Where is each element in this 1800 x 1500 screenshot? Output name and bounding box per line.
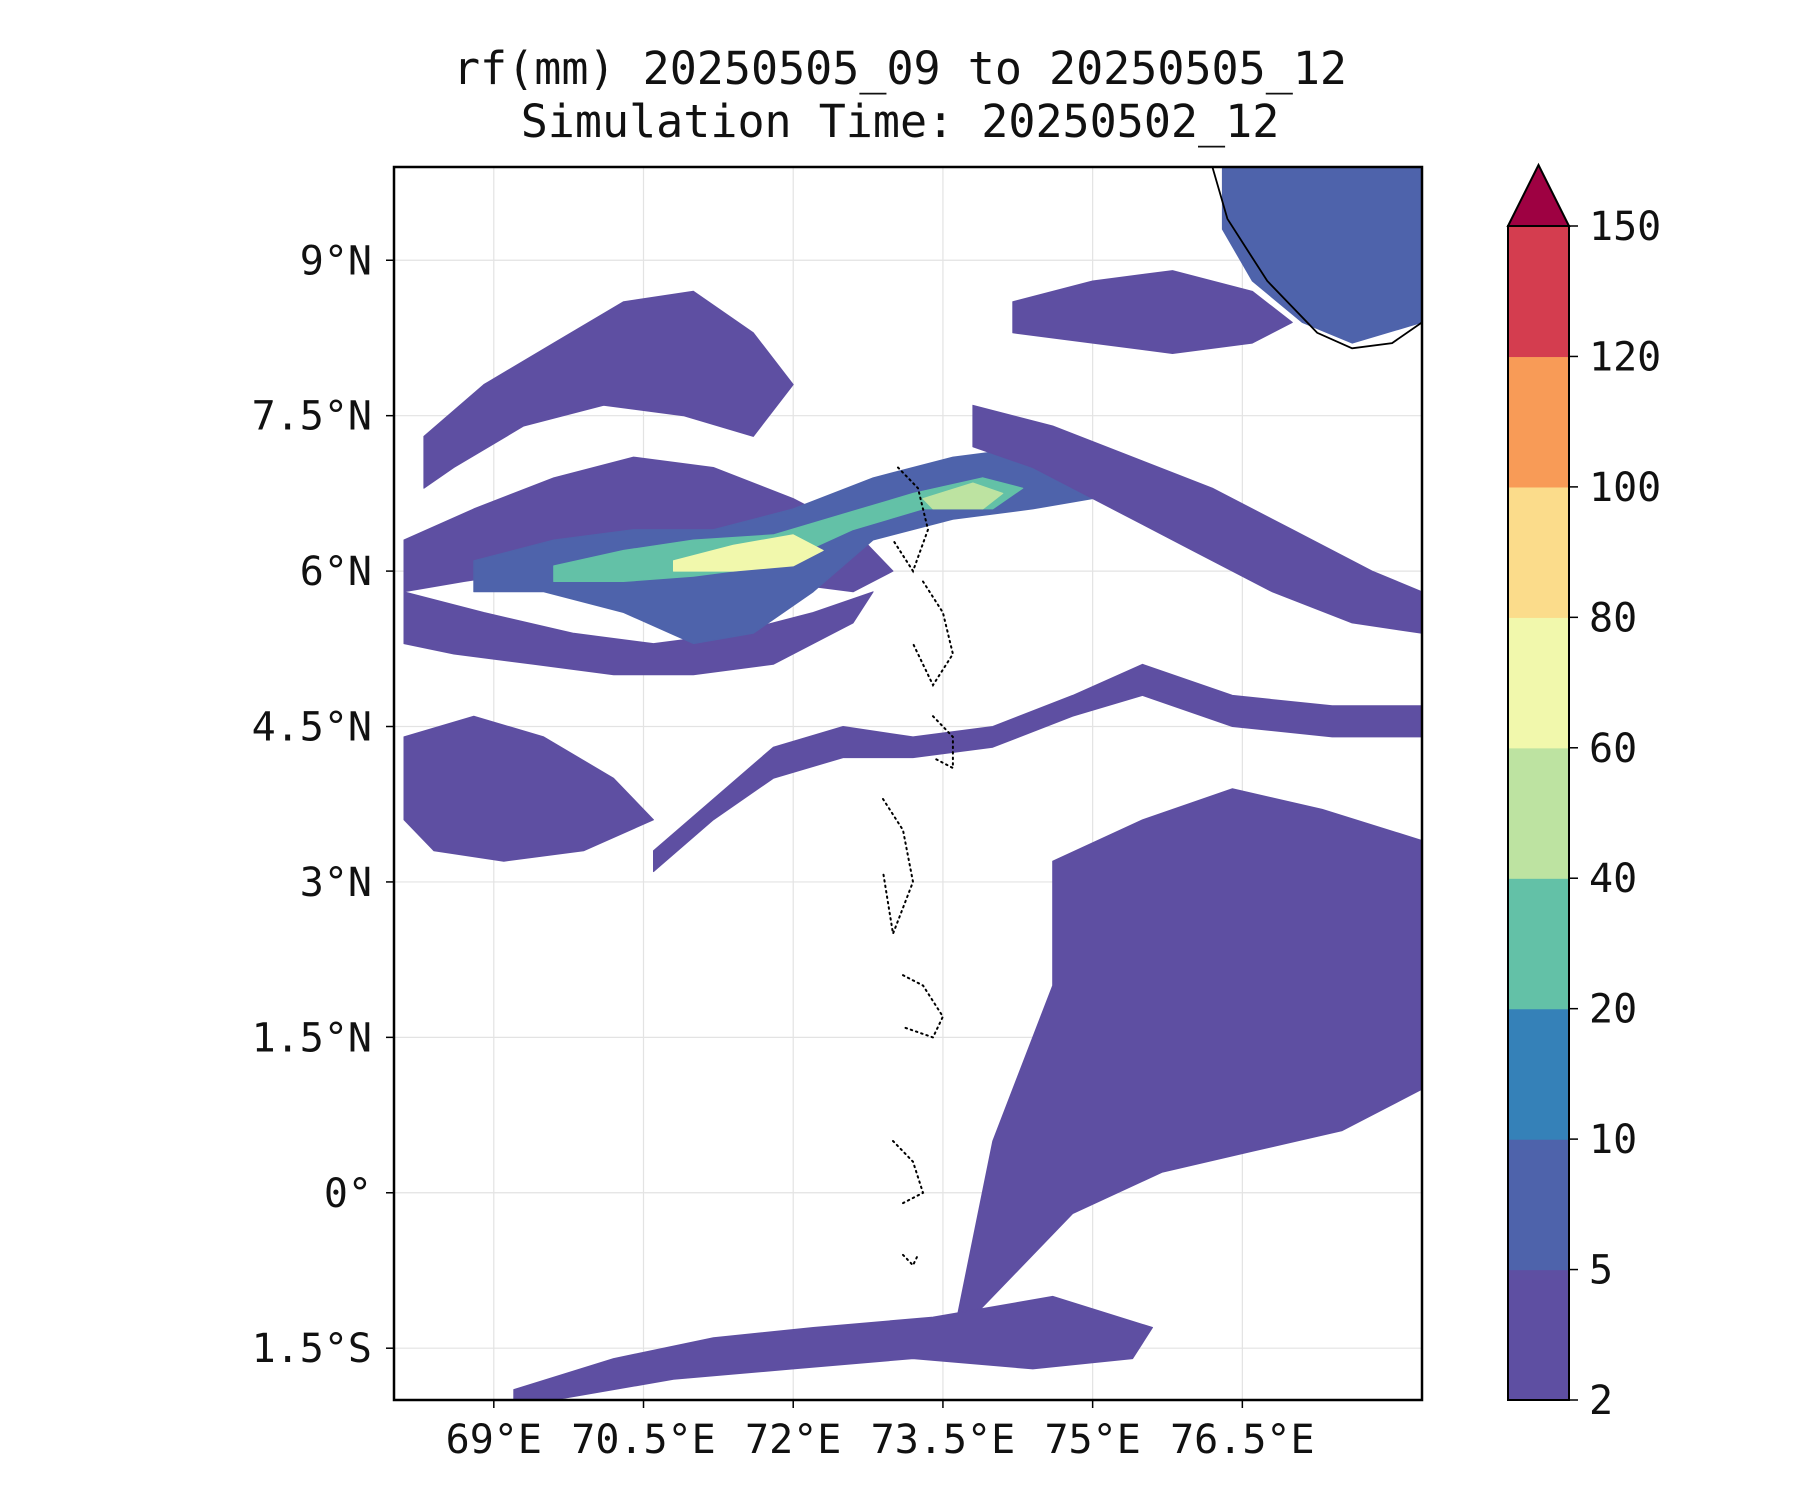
rain-long-band-south	[653, 663, 1422, 873]
rain-north-east-cells	[1012, 270, 1293, 354]
colorbar-segment	[1508, 356, 1569, 488]
lat-tick-label: 9°N	[300, 238, 372, 284]
colorbar-segment	[1508, 1139, 1569, 1271]
india-sri-lanka-coast	[1211, 167, 1422, 350]
rain-southeast-streaks	[952, 788, 1422, 1339]
rain-east-middle-band	[972, 404, 1422, 634]
lat-tick-label: 4.5°N	[252, 705, 372, 751]
coastline-layer	[882, 167, 1422, 1268]
rainfall-field	[403, 167, 1422, 1400]
figure-title: rf(mm) 20250505_09 to 20250505_12	[452, 42, 1348, 95]
colorbar-tick-label: 60	[1589, 726, 1637, 772]
atoll-huvadhu	[902, 974, 945, 1039]
lon-tick-label: 69°E	[446, 1417, 542, 1463]
colorbar-segment	[1508, 878, 1569, 1010]
atoll-south-central	[882, 798, 915, 938]
colorbar-tick-label: 120	[1589, 334, 1661, 380]
atoll-central	[912, 580, 954, 688]
colorbar-segment	[1508, 1269, 1569, 1401]
colorbar-segment	[1508, 486, 1569, 618]
colorbar-tick-label: 100	[1589, 465, 1661, 511]
colorbar-frame	[1507, 225, 1570, 1401]
atoll-male	[932, 715, 954, 770]
colorbar-tick-label: 80	[1589, 595, 1637, 641]
lat-tick-label: 6°N	[300, 549, 372, 595]
colorbar-tick-label: 2	[1589, 1378, 1613, 1424]
lat-tick-label: 7.5°N	[252, 394, 372, 440]
atoll-addu	[902, 1253, 919, 1268]
colorbar-segment	[1508, 617, 1569, 749]
colorbar-extend-arrow	[1506, 162, 1571, 227]
colorbar-segment	[1508, 1008, 1569, 1140]
atoll-fuvahmulah	[892, 1140, 925, 1205]
colorbar-tick-label: 40	[1589, 856, 1637, 902]
lat-tick-label: 0°	[324, 1171, 372, 1217]
colorbar-segment	[1508, 226, 1569, 358]
figure-subtitle: Simulation Time: 20250502_12	[520, 95, 1280, 148]
rain-northwest-streaks	[423, 290, 794, 489]
rain-kerala-coast-rain	[1221, 167, 1422, 344]
colorbar-tick-label: 20	[1589, 987, 1637, 1033]
lat-tick-label: 3°N	[300, 860, 372, 906]
rain-central-jet-core	[673, 534, 824, 572]
lon-tick-label: 72°E	[745, 1417, 841, 1463]
atoll-north	[892, 466, 930, 574]
rain-central-jet-core-east	[922, 482, 1004, 510]
lon-tick-label: 70.5°E	[571, 1417, 716, 1463]
colorbar-segment	[1508, 747, 1569, 879]
colorbar-tick-label: 10	[1589, 1117, 1637, 1163]
colorbar-tick-label: 5	[1589, 1248, 1613, 1294]
colorbar-tick-label: 150	[1589, 204, 1661, 250]
colorbar: 2 5 10 20 40 60 80 100 120 150	[1506, 162, 1661, 1424]
rain-central-jet-inner	[553, 477, 1024, 582]
rain-southwest-cells	[403, 715, 654, 862]
map-axes: 69°E 70.5°E 72°E 73.5°E 75°E 76.5°E 9°N 7.5°N 6°…	[252, 238, 1315, 1463]
lat-tick-label: 1.5°N	[252, 1015, 372, 1061]
map-frame	[392, 165, 1424, 1402]
lon-tick-label: 73.5°E	[871, 1417, 1016, 1463]
lon-tick-label: 75°E	[1044, 1417, 1140, 1463]
rain-western-band-south	[403, 591, 874, 676]
lat-tick-label: 1.5°S	[252, 1326, 372, 1372]
lon-tick-label: 76.5°E	[1170, 1417, 1315, 1463]
rain-southern-arc	[513, 1295, 1153, 1400]
